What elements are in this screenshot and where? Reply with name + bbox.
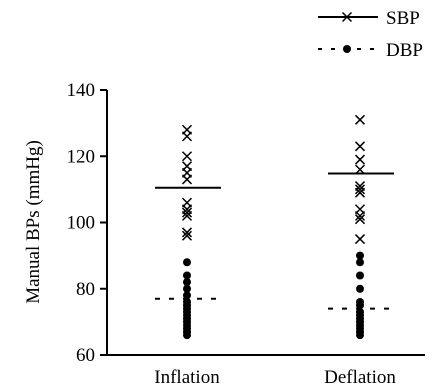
dbp-point bbox=[356, 271, 364, 280]
y-tick-label: 100 bbox=[67, 213, 96, 234]
sbp-point bbox=[354, 187, 366, 198]
dbp-point bbox=[183, 258, 191, 267]
x-tick-label: Deflation bbox=[324, 367, 396, 387]
sbp-point bbox=[181, 207, 193, 218]
sbp-point bbox=[354, 210, 366, 221]
sbp-point bbox=[354, 214, 366, 225]
sbp-point bbox=[181, 227, 193, 238]
dbp-point bbox=[356, 258, 364, 267]
sbp-point bbox=[354, 114, 366, 125]
sbp-point bbox=[181, 230, 193, 241]
dbp-point bbox=[183, 278, 191, 287]
x-tick-label: Inflation bbox=[154, 367, 220, 387]
legend-item-dbp: DBP bbox=[318, 40, 423, 61]
data-marks bbox=[155, 114, 394, 340]
legend-x-marker bbox=[341, 11, 353, 23]
dbp-point bbox=[183, 284, 191, 293]
sbp-point bbox=[181, 151, 193, 162]
dbp-point bbox=[183, 271, 191, 280]
legend-label: SBP bbox=[386, 8, 420, 29]
sbp-point bbox=[354, 141, 366, 152]
dbp-point bbox=[356, 301, 364, 310]
y-axis-title: Manual BPs (mmHg) bbox=[23, 140, 44, 304]
legend-dot-marker bbox=[343, 45, 351, 53]
y-tick-label: 80 bbox=[76, 279, 95, 300]
y-tick-label: 60 bbox=[76, 345, 95, 366]
dbp-point bbox=[356, 251, 364, 260]
dbp-point bbox=[356, 331, 364, 340]
dbp-point bbox=[183, 331, 191, 340]
y-tick-label: 140 bbox=[67, 80, 96, 101]
sbp-point bbox=[181, 174, 193, 185]
dbp-point bbox=[183, 291, 191, 300]
dbp-point bbox=[356, 284, 364, 293]
sbp-point bbox=[354, 154, 366, 165]
legend-label: DBP bbox=[386, 40, 423, 61]
legend: SBP DBP bbox=[318, 8, 423, 61]
legend-item-sbp: SBP bbox=[318, 8, 420, 29]
sbp-point bbox=[181, 131, 193, 142]
y-tick-label: 120 bbox=[67, 146, 96, 167]
axes: 60 80 100 120 140 Inflation Deflation bbox=[67, 80, 425, 387]
sbp-point bbox=[181, 210, 193, 221]
sbp-point bbox=[354, 234, 366, 245]
sbp-point bbox=[354, 184, 366, 195]
